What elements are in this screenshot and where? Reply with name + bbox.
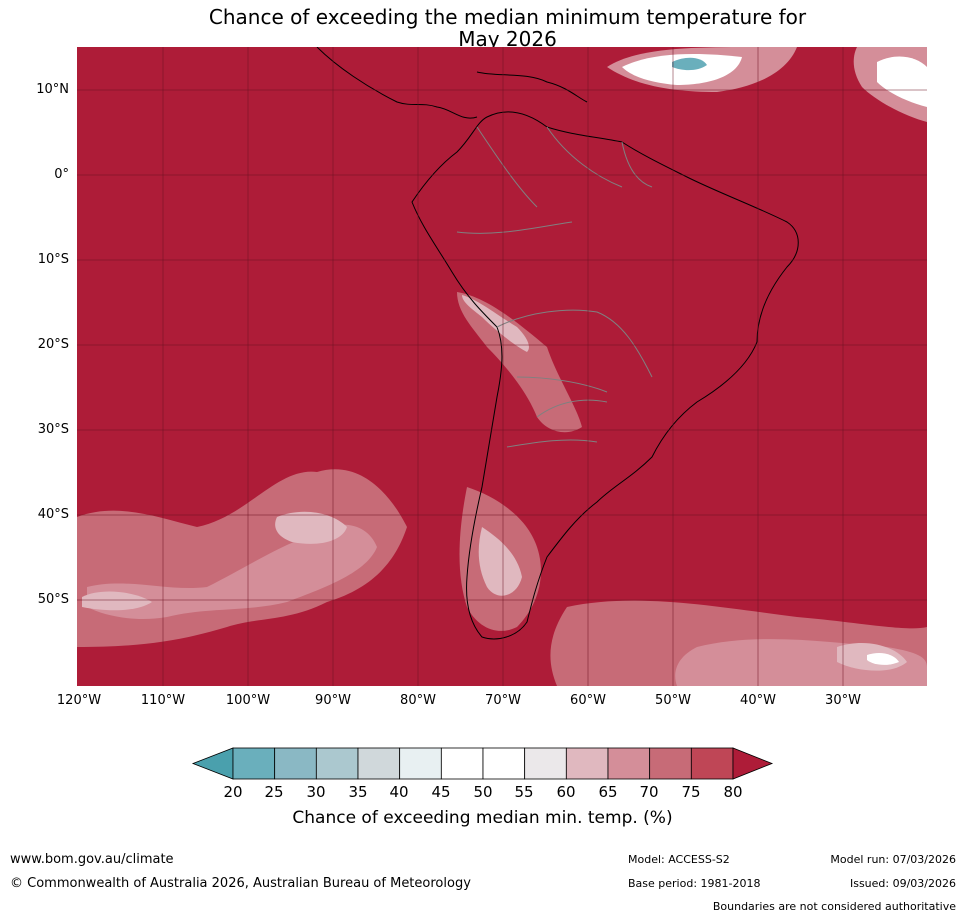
colorbar-tick: 35: [348, 783, 368, 801]
lat-label-30s: 30°S: [37, 422, 69, 437]
footer-copyright: © Commonwealth of Australia 2026, Austra…: [10, 876, 471, 891]
colorbar-segment: [565, 747, 609, 780]
patagonia-pale: [478, 527, 522, 596]
colorbar-extend-low: [191, 747, 234, 780]
colorbar-segment: [482, 747, 526, 780]
colorbar-tick: 65: [598, 783, 618, 801]
andes-white-streak: [462, 295, 529, 352]
lat-label-10n: 10°N: [36, 82, 69, 97]
lon-label-90w: 90°W: [315, 693, 351, 708]
footer-model-run: Model run: 07/03/2026: [830, 853, 956, 866]
southern-pacific-lower-probability-area: [87, 524, 377, 619]
colorbar-segment: [440, 747, 484, 780]
colorbar-segment: [315, 747, 359, 780]
colorbar-segment: [232, 747, 276, 780]
atlantic-white-patch: [867, 652, 899, 665]
lon-label-60w: 60°W: [570, 693, 606, 708]
map-canvas: [77, 47, 927, 686]
colorbar-tick: 80: [723, 783, 743, 801]
colorbar-segment: [399, 747, 442, 780]
lat-label-40s: 40°S: [37, 507, 69, 522]
footer-model: Model: ACCESS-S2: [628, 853, 730, 866]
footer-base-period: Base period: 1981-2018: [628, 877, 761, 890]
colorbar-extend-high: [732, 747, 774, 780]
pacific-pale-patch: [275, 511, 347, 544]
lon-label-40w: 40°W: [740, 693, 776, 708]
colorbar-segment: [274, 747, 317, 780]
colorbar-tick: 60: [556, 783, 576, 801]
colorbar-tick: 55: [514, 783, 534, 801]
colorbar-segment: [649, 747, 692, 780]
colorbar-tick: 45: [431, 783, 451, 801]
lon-label-30w: 30°W: [825, 693, 861, 708]
caribbean-coastline: [476, 71, 588, 103]
colorbar-tick: 50: [473, 783, 493, 801]
lon-label-70w: 70°W: [485, 693, 521, 708]
colorbar-tick: 40: [389, 783, 409, 801]
graticule: [77, 47, 927, 686]
footer-issued: Issued: 09/03/2026: [849, 877, 956, 890]
colorbar-segment: [524, 747, 567, 780]
colorbar-tick: 20: [223, 783, 243, 801]
colorbar: [191, 747, 774, 780]
footer-url: www.bom.gov.au/climate: [10, 852, 174, 867]
colorbar-segment: [357, 747, 401, 780]
map-title: Chance of exceeding the median minimum t…: [208, 5, 807, 29]
lat-label-20s: 20°S: [37, 337, 69, 352]
colorbar-tick: 75: [681, 783, 701, 801]
colorbar-tick: 70: [639, 783, 659, 801]
forecast-map: [77, 47, 927, 686]
colorbar-tick: 25: [264, 783, 284, 801]
lat-label-10s: 10°S: [37, 252, 69, 267]
lat-label-50s: 50°S: [37, 592, 69, 607]
south-america-coastline: [411, 111, 799, 640]
pacific-pale-patch-2: [82, 591, 152, 611]
lon-label-50w: 50°W: [655, 693, 691, 708]
colorbar-label: Chance of exceeding median min. temp. (%…: [292, 808, 673, 828]
colorbar-tick: 30: [306, 783, 326, 801]
colorbar-segment: [607, 747, 651, 780]
country-borders: [456, 126, 653, 448]
tropical-atlantic-blue-area: [672, 57, 707, 71]
footer-boundaries-note: Boundaries are not considered authoritat…: [712, 900, 956, 913]
colorbar-segment: [690, 747, 734, 780]
altiplano-anomaly: [457, 292, 582, 433]
central-america-coastline: [316, 47, 478, 119]
lon-label-110w: 110°W: [140, 693, 186, 708]
lat-label-0: 0°: [54, 167, 69, 182]
lon-label-80w: 80°W: [400, 693, 436, 708]
northeast-white-area: [877, 56, 927, 107]
lon-label-100w: 100°W: [225, 693, 271, 708]
lon-label-120w: 120°W: [56, 693, 102, 708]
